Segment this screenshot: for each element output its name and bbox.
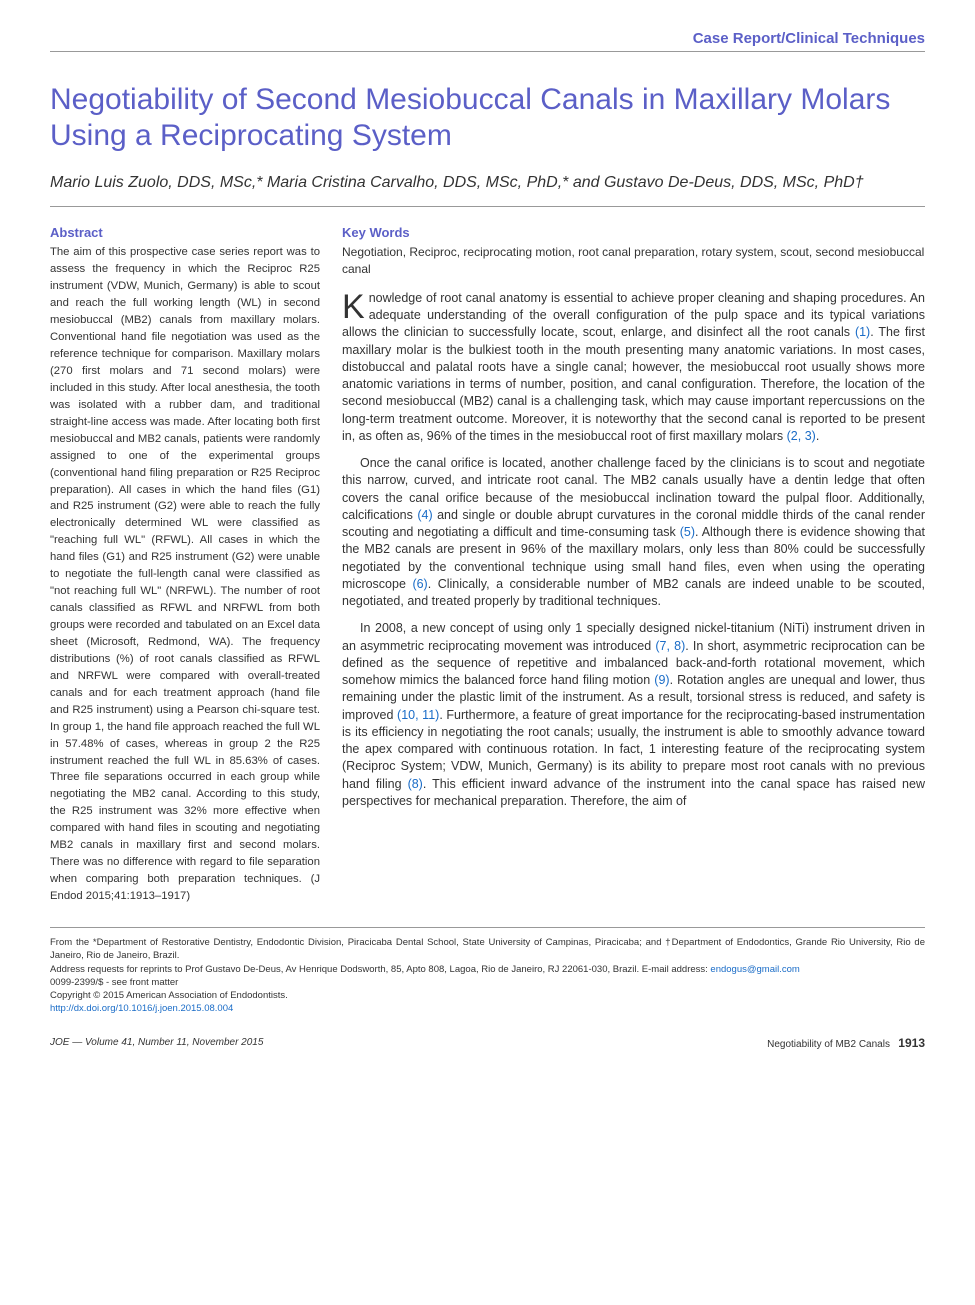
section-header: Case Report/Clinical Techniques xyxy=(50,30,925,52)
affiliation: From the *Department of Restorative Dent… xyxy=(50,936,925,963)
keywords-text: Negotiation, Reciproc, reciprocating mot… xyxy=(342,244,925,278)
doi-link[interactable]: http://dx.doi.org/10.1016/j.joen.2015.08… xyxy=(50,1002,925,1015)
p1-text: nowledge of root canal anatomy is essent… xyxy=(342,291,925,340)
page-number: 1913 xyxy=(898,1036,925,1050)
p3-end: . This efficient inward advance of the i… xyxy=(342,777,925,808)
dropcap: K xyxy=(342,290,369,322)
divider xyxy=(50,206,925,207)
ref-link[interactable]: (7, 8) xyxy=(655,639,685,653)
body-column: Key Words Negotiation, Reciproc, recipro… xyxy=(342,225,925,905)
footer-divider xyxy=(50,927,925,928)
ref-link[interactable]: (9) xyxy=(654,673,669,687)
p1-end: . xyxy=(816,429,819,443)
content-columns: Abstract The aim of this prospective cas… xyxy=(50,225,925,905)
ref-link[interactable]: (6) xyxy=(412,577,427,591)
copyright: Copyright © 2015 American Association of… xyxy=(50,989,925,1002)
ref-link[interactable]: (1) xyxy=(855,325,870,339)
ref-link[interactable]: (5) xyxy=(680,525,695,539)
email-link[interactable]: endogus@gmail.com xyxy=(710,964,799,975)
p1-cont: . The first maxillary molar is the bulki… xyxy=(342,325,925,443)
correspondence: Address requests for reprints to Prof Gu… xyxy=(50,963,925,976)
running-title: Negotiability of MB2 Canals xyxy=(767,1039,890,1050)
ref-link[interactable]: (4) xyxy=(417,508,432,522)
journal-ref: JOE — Volume 41, Number 11, November 201… xyxy=(50,1037,263,1048)
ref-link[interactable]: (10, 11) xyxy=(397,708,439,722)
abstract-text: The aim of this prospective case series … xyxy=(50,244,320,905)
body-paragraph-3: In 2008, a new concept of using only 1 s… xyxy=(342,620,925,810)
authors: Mario Luis Zuolo, DDS, MSc,* Maria Crist… xyxy=(50,172,925,194)
footer-right: Negotiability of MB2 Canals 1913 xyxy=(767,1036,925,1050)
body-paragraph-2: Once the canal orifice is located, anoth… xyxy=(342,455,925,610)
body-paragraph-1: Knowledge of root canal anatomy is essen… xyxy=(342,290,925,445)
p2-end: . Clinically, a considerable number of M… xyxy=(342,577,925,608)
ref-link[interactable]: (2, 3) xyxy=(787,429,816,443)
ref-link[interactable]: (8) xyxy=(408,777,423,791)
keywords-heading: Key Words xyxy=(342,225,925,240)
correspondence-text: Address requests for reprints to Prof Gu… xyxy=(50,964,710,975)
article-title: Negotiability of Second Mesiobuccal Cana… xyxy=(50,82,925,154)
abstract-column: Abstract The aim of this prospective cas… xyxy=(50,225,320,905)
page-footer: JOE — Volume 41, Number 11, November 201… xyxy=(50,1036,925,1050)
abstract-heading: Abstract xyxy=(50,225,320,240)
issn: 0099-2399/$ - see front matter xyxy=(50,976,925,989)
